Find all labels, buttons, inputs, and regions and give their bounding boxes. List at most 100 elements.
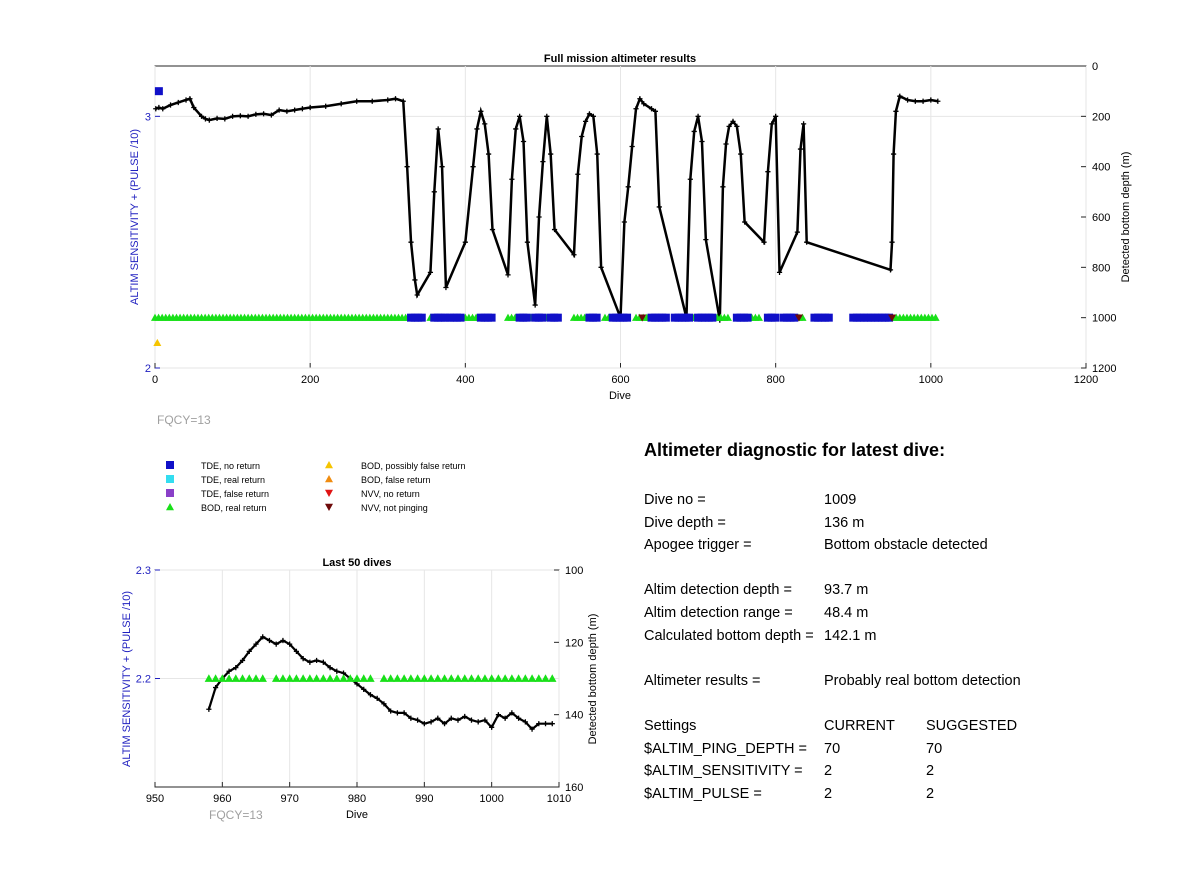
bottom-chart-xlabel: Dive — [346, 809, 368, 821]
setting-suggested: 2 — [926, 763, 935, 780]
dive-depth-label: Dive depth = — [644, 514, 726, 531]
depth-point — [327, 665, 333, 671]
status-marker — [888, 314, 897, 322]
legend-marker — [166, 489, 174, 497]
depth-point — [369, 98, 375, 104]
legend-marker — [325, 489, 333, 497]
status-marker — [592, 313, 601, 322]
depth-point — [720, 184, 726, 190]
depth-line — [155, 94, 939, 321]
depth-point — [435, 126, 441, 132]
legend-marker — [325, 503, 333, 511]
legend-label: TDE, real return — [201, 475, 265, 485]
depth-point — [273, 641, 279, 647]
apogee-value: Bottom obstacle detected — [824, 537, 988, 554]
calculated-depth-label: Calculated bottom depth = — [644, 627, 814, 644]
status-marker — [406, 674, 416, 682]
depth-point — [462, 713, 468, 720]
depth-point — [156, 104, 162, 111]
depth-point — [293, 648, 299, 654]
depth-point — [489, 724, 495, 730]
dive-no-label: Dive no = — [644, 492, 706, 508]
depth-point — [629, 143, 635, 150]
depth-point — [268, 112, 274, 118]
status-marker — [527, 674, 537, 682]
depth-point — [394, 710, 400, 716]
status-marker — [754, 313, 763, 321]
depth-point — [524, 239, 530, 245]
depth-point — [536, 721, 542, 727]
status-marker — [245, 674, 254, 682]
depth-point — [765, 169, 771, 175]
depth-point — [404, 164, 410, 170]
depth-point — [314, 657, 320, 664]
status-marker — [359, 674, 368, 682]
x-tick-label: 980 — [348, 793, 366, 805]
dive-depth-value: 136 m — [824, 514, 865, 531]
depth-point — [776, 269, 783, 275]
status-marker — [339, 674, 348, 682]
depth-point — [928, 97, 934, 103]
depth-point — [656, 204, 662, 210]
depth-point — [206, 706, 212, 712]
depth-point — [920, 98, 926, 104]
status-marker — [346, 674, 355, 682]
depth-point — [385, 97, 391, 103]
y-right-tick-label: 600 — [1092, 212, 1110, 224]
y-right-tick-label: 120 — [565, 637, 583, 649]
bottom-chart-ylabel-right: Detected bottom depth (m) — [587, 614, 599, 745]
status-marker — [440, 674, 449, 682]
top-chart: Full mission altimeter results Dive ALTI… — [129, 53, 1132, 427]
depth-point — [769, 121, 775, 127]
status-marker — [153, 338, 162, 347]
setting-current: 2 — [824, 785, 833, 802]
depth-point — [428, 719, 434, 725]
depth-point — [213, 684, 219, 691]
depth-point — [893, 108, 899, 114]
x-tick-label: 0 — [152, 374, 158, 386]
status-marker — [534, 674, 543, 682]
depth-point — [160, 106, 166, 112]
depth-point — [475, 719, 481, 725]
x-tick-label: 800 — [766, 374, 784, 386]
status-marker — [723, 313, 732, 321]
depth-point — [536, 214, 542, 220]
status-marker — [541, 674, 550, 682]
status-marker — [204, 674, 214, 682]
depth-point — [548, 151, 554, 157]
depth-point — [276, 107, 282, 113]
depth-point — [582, 118, 589, 124]
status-marker — [885, 313, 894, 322]
depth-point — [323, 103, 329, 109]
y-left-tick-label: 2.3 — [136, 565, 151, 577]
depth-point — [478, 108, 484, 114]
depth-point — [191, 104, 197, 111]
depth-point — [214, 115, 220, 121]
settings-label: Settings — [644, 717, 697, 734]
depth-point — [482, 121, 488, 127]
status-marker — [298, 674, 308, 682]
status-marker — [231, 674, 240, 682]
depth-point — [253, 641, 259, 647]
setting-current: 2 — [824, 763, 833, 780]
legend-marker — [166, 461, 174, 469]
status-marker — [285, 674, 294, 682]
depth-point — [414, 292, 420, 298]
x-tick-label: 1000 — [479, 793, 503, 805]
depth-point — [300, 656, 306, 662]
depth-point — [239, 657, 246, 664]
depth-point — [400, 98, 406, 104]
depth-point — [408, 715, 414, 721]
status-marker — [460, 674, 469, 682]
x-tick-label: 960 — [213, 793, 231, 805]
depth-point — [726, 123, 732, 129]
legend-label: BOD, real return — [201, 503, 267, 513]
depth-point — [448, 715, 454, 721]
depth-point — [542, 721, 549, 727]
depth-point — [594, 151, 600, 157]
depth-point — [187, 96, 193, 102]
depth-point — [441, 721, 448, 727]
depth-point — [912, 98, 918, 104]
top-chart-fqcy: FQCY=13 — [157, 413, 211, 427]
